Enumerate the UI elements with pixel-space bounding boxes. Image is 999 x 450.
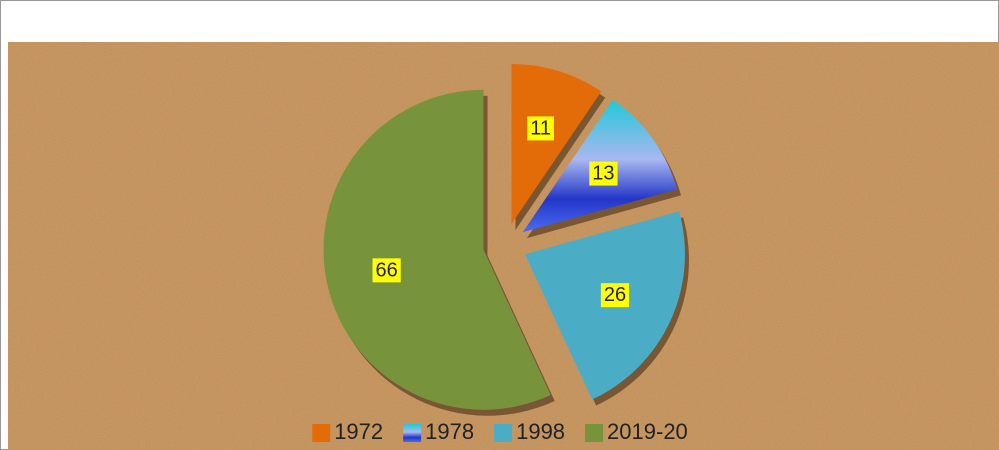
data-label-background	[527, 116, 554, 141]
data-label-background	[372, 258, 401, 283]
legend-swatch	[403, 424, 422, 442]
data-label: 66	[376, 259, 398, 281]
data-label: 11	[530, 117, 551, 139]
legend-label: 1972	[334, 419, 383, 444]
data-label-background	[600, 283, 630, 308]
legend-swatch	[494, 424, 513, 442]
legend-label: 1998	[516, 419, 565, 444]
data-label: 13	[592, 163, 614, 185]
pie-slice	[511, 63, 602, 224]
pie-slice	[323, 89, 551, 410]
data-label-background	[589, 161, 618, 186]
legend-label: 1978	[425, 419, 474, 444]
legend-swatch	[312, 424, 331, 442]
data-label: 26	[604, 284, 626, 306]
legend-swatch	[585, 424, 604, 442]
legend-label: 2019-20	[607, 419, 688, 444]
